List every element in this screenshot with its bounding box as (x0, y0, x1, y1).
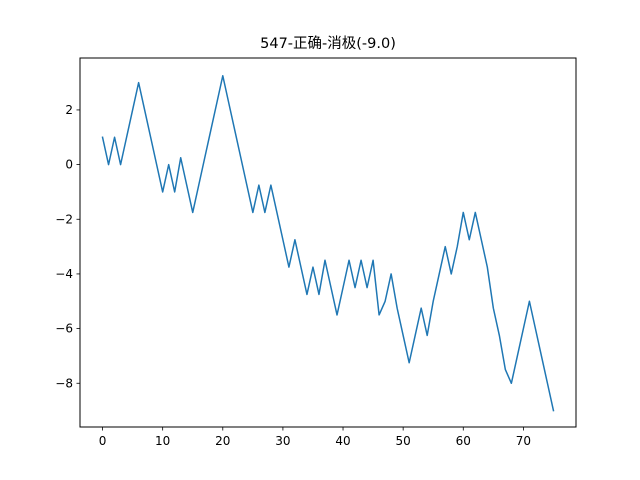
y-tick-label: −2 (55, 212, 73, 226)
x-tick-label: 50 (396, 434, 411, 448)
x-tick-label: 40 (335, 434, 350, 448)
series-line (101, 75, 555, 412)
axes-frame (79, 57, 577, 428)
y-tick-label: −4 (55, 267, 73, 281)
x-tick-label: 70 (516, 434, 531, 448)
chart-title: 547-正确-消极(-9.0) (260, 35, 396, 52)
x-tick-label: 10 (155, 434, 170, 448)
y-tick-label: −8 (55, 376, 73, 390)
y-tick-label: 2 (65, 103, 73, 117)
x-tick-label: 60 (456, 434, 471, 448)
plot-area: 0 10 20 30 40 50 60 70 −8 −6 −4 −2 0 2 (55, 75, 555, 448)
x-tick-label: 30 (275, 434, 290, 448)
y-tick-label: 0 (65, 158, 73, 172)
x-tick-label: 20 (215, 434, 230, 448)
x-tick-label: 0 (99, 434, 107, 448)
y-tick-label: −6 (55, 322, 73, 336)
